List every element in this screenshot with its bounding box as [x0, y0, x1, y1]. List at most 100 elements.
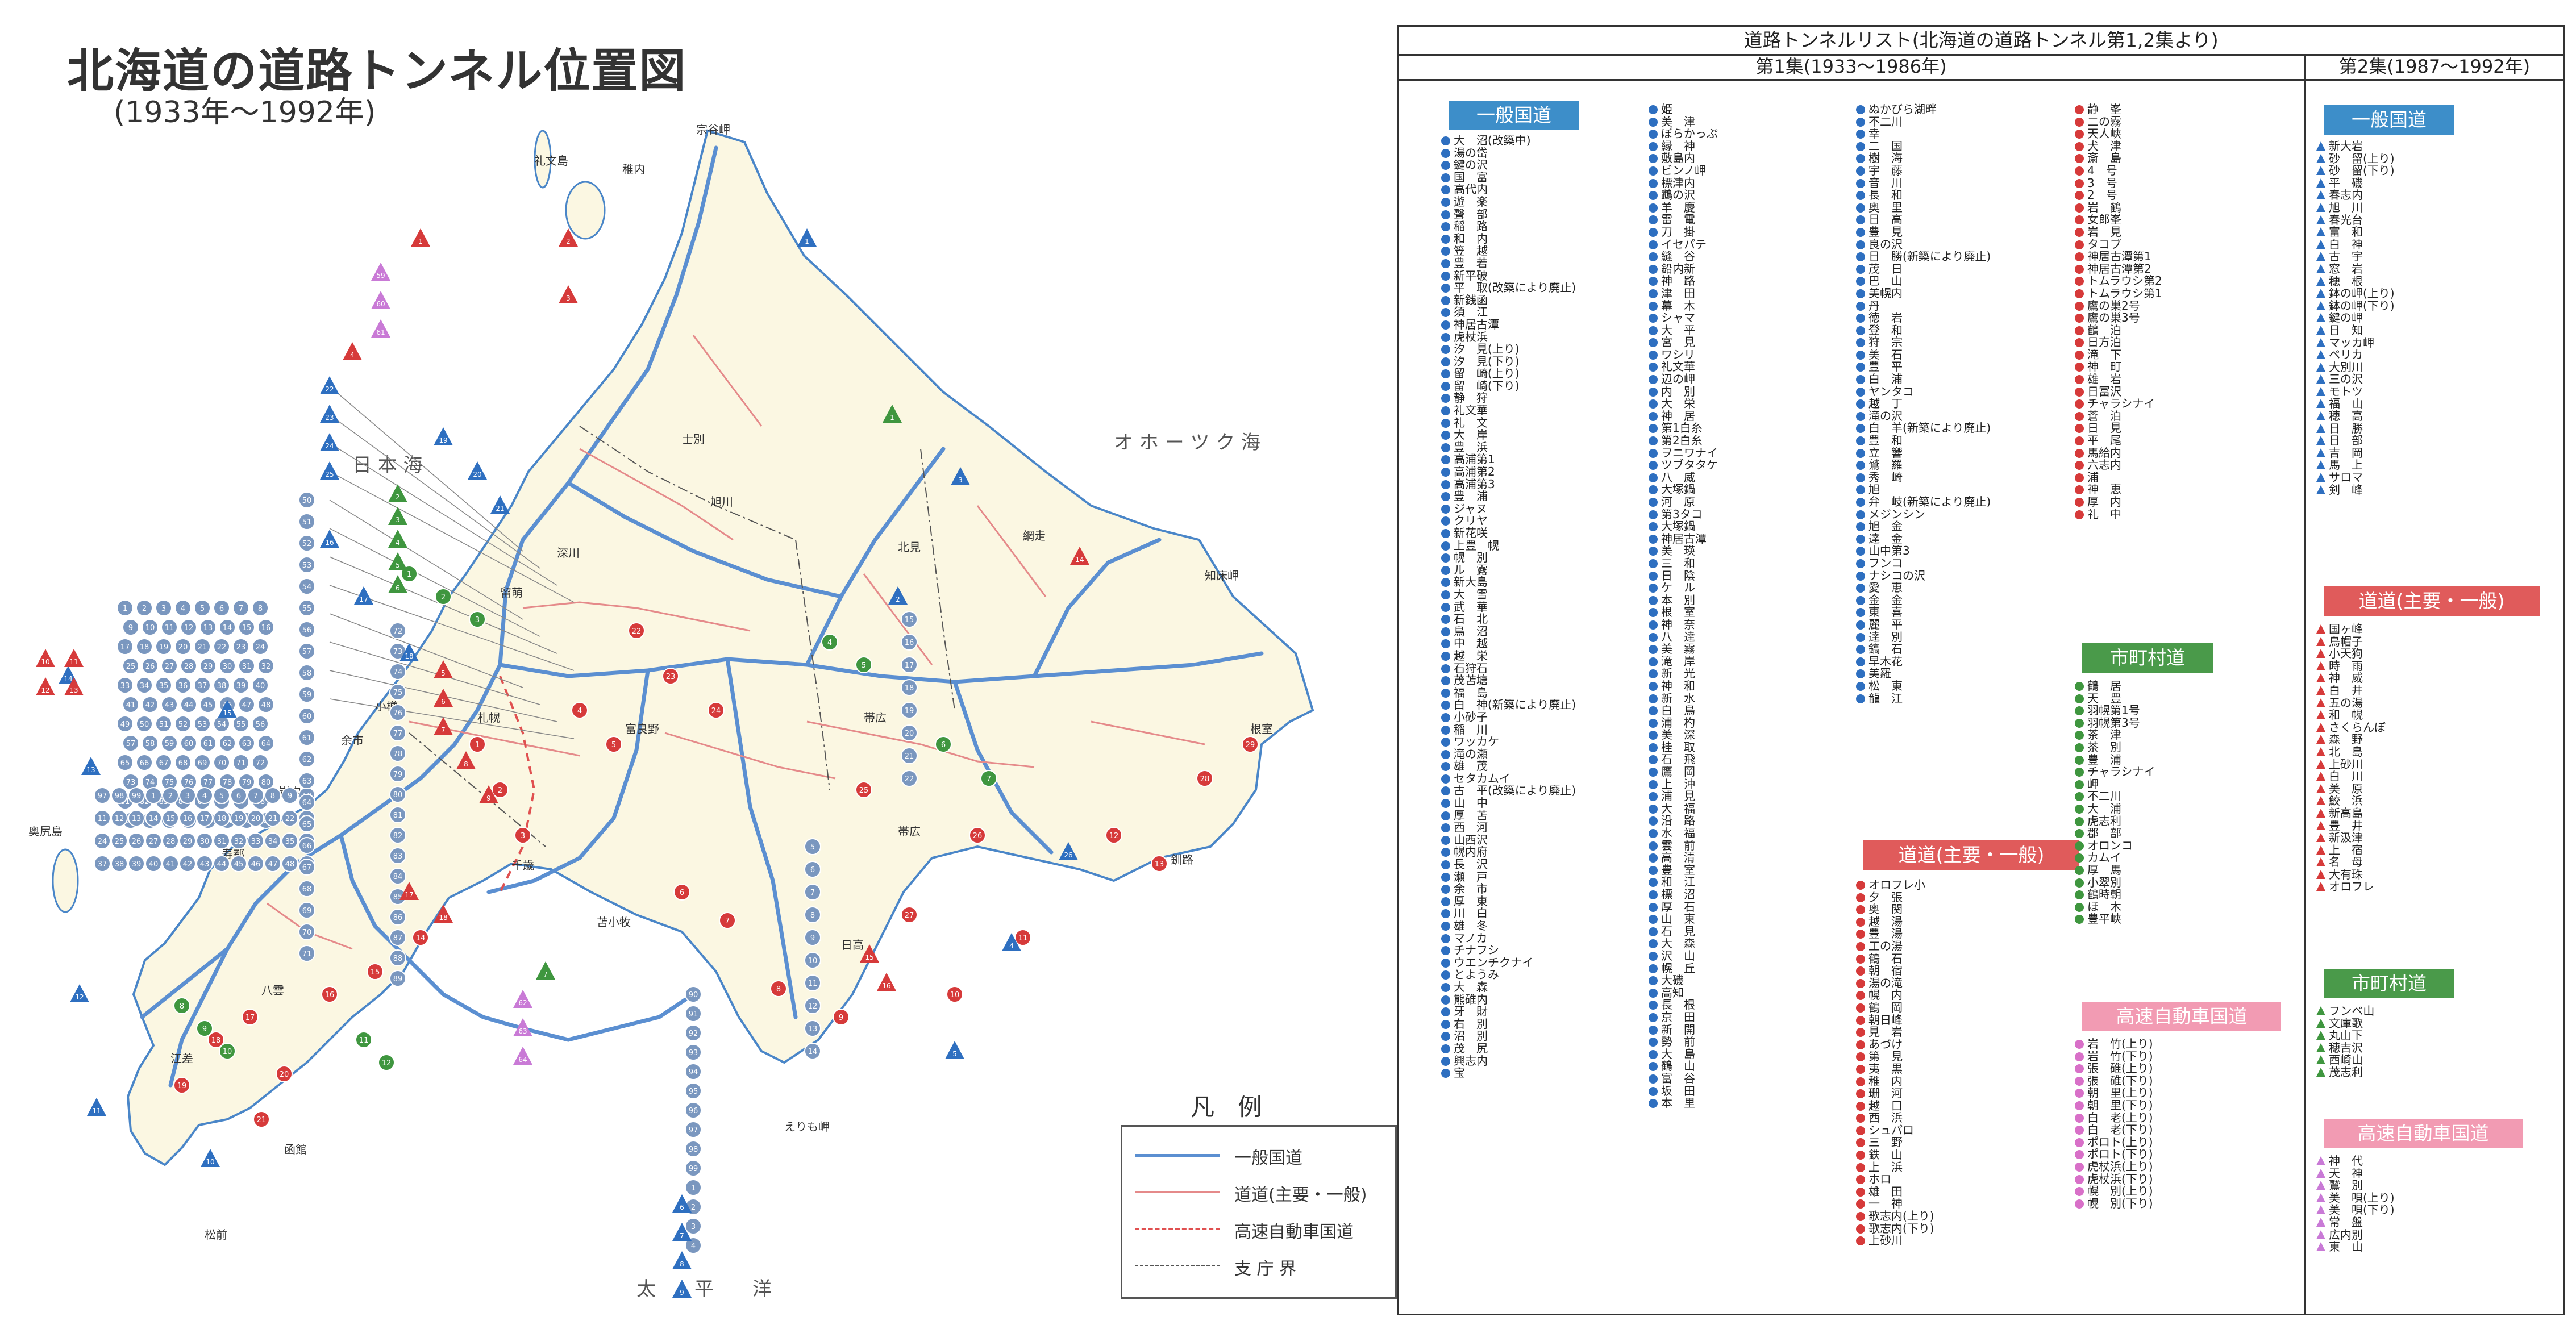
tunnel-name: 一 神 — [1868, 1197, 1903, 1211]
tunnel-circle-marker — [389, 909, 406, 926]
tunnel-name: 狩 宗 — [1868, 335, 1903, 349]
tunnel-name: 静 峯 — [2087, 102, 2121, 116]
tunnel-triangle-marker — [672, 1223, 692, 1241]
circle-marker-icon — [1441, 676, 1450, 686]
tunnel-circle-marker — [685, 1237, 702, 1254]
triangle-marker-icon — [2316, 153, 2325, 163]
tunnel-marker-number: 73 — [393, 648, 403, 656]
tunnel-list-item: 馬給内 — [2075, 447, 2279, 460]
tunnel-circle-marker — [298, 945, 315, 962]
circle-marker-icon — [1649, 252, 1658, 262]
circle-marker-icon — [1649, 620, 1658, 630]
tunnel-list-item: 余 市 — [1441, 882, 1646, 896]
tunnel-name: 幸 — [1868, 127, 1880, 141]
tunnel-list-item: 工の湯 — [1856, 940, 2061, 953]
tunnel-marker-number: 37 — [98, 860, 107, 869]
tunnel-list-item: 張 碓(下り) — [2075, 1073, 2279, 1088]
tunnel-list-item: 広内別 — [2316, 1228, 2521, 1241]
tunnel-circle-marker — [252, 677, 269, 694]
circle-marker-icon — [1441, 725, 1450, 735]
tunnel-marker-number: 51 — [302, 518, 312, 527]
tunnel-list-item: 宝 — [1441, 1066, 1646, 1080]
tunnel-name: 丸山下 — [2329, 1028, 2363, 1043]
tunnel-name: 富 谷 — [1661, 1071, 1695, 1085]
tunnel-list-item: ツブタタケ — [1649, 459, 1853, 472]
tunnel-name: 松 東 — [1868, 678, 1903, 693]
tunnel-list-item: 麗 平 — [1856, 618, 2061, 631]
tunnel-name: 砂 留(上り) — [2329, 151, 2395, 165]
circle-marker-icon — [1649, 387, 1658, 397]
tunnel-circle-marker — [174, 677, 192, 694]
circle-marker-icon — [1649, 939, 1658, 949]
tunnel-name: モトツ — [2329, 384, 2363, 398]
tunnel-marker-number: 76 — [393, 709, 403, 718]
tunnel-circle-marker — [298, 513, 315, 530]
tunnel-list-item: 小翠別 — [2075, 876, 2279, 889]
tunnel-circle-marker — [196, 832, 213, 849]
tunnel-circle-marker — [194, 677, 211, 694]
tunnel-circle-marker — [770, 980, 787, 997]
tunnel-circle-marker — [213, 599, 230, 616]
tunnel-name: ポロト(下り) — [2087, 1147, 2153, 1161]
tunnel-name: 鷲 別 — [2329, 1178, 2363, 1193]
tunnel-list-item: イセパテ — [1649, 238, 1853, 251]
tunnel-list-item: 神 威 — [2316, 672, 2521, 685]
legend-item-national: 一般国道 — [1135, 1144, 1385, 1168]
tunnel-list-item: 滝 岸 — [1649, 655, 1853, 668]
tunnel-name: 張 碓(下り) — [2087, 1073, 2153, 1088]
list-column-divider — [2304, 79, 2306, 1314]
tunnel-list-item: 郡 部 — [2075, 827, 2279, 840]
circle-marker-icon — [1441, 431, 1450, 440]
tunnel-name: 厚 東 — [1454, 894, 1488, 908]
tunnel-circle-marker — [257, 696, 274, 713]
tunnel-circle-marker — [804, 838, 821, 855]
tunnel-list-item: ウエンチクナイ — [1441, 956, 1646, 969]
tunnel-list-item: 森 野 — [2316, 734, 2521, 746]
tunnel-circle-marker — [804, 952, 821, 969]
circle-marker-icon — [1856, 461, 1865, 470]
tunnel-list-item: 浦 — [2075, 471, 2279, 484]
tunnel-list-item: フンベ山 — [2316, 1005, 2521, 1018]
circle-marker-icon — [1649, 375, 1658, 385]
tunnel-name: 東 喜 — [1868, 605, 1903, 619]
circle-marker-icon — [2075, 277, 2084, 286]
circle-marker-icon — [1649, 350, 1658, 360]
tunnel-marker-number: 1 — [691, 1184, 696, 1193]
circle-marker-icon — [1856, 991, 1865, 1001]
tunnel-triangle-marker — [320, 433, 339, 451]
circle-marker-icon — [1441, 651, 1450, 661]
tunnel-name: 湯の滝 — [1868, 976, 1903, 990]
circle-marker-icon — [1856, 1126, 1865, 1135]
circle-marker-icon — [2075, 289, 2084, 298]
triangle-marker-icon — [2316, 1242, 2325, 1252]
tunnel-triangle-marker — [672, 1251, 692, 1269]
tunnel-circle-marker — [142, 735, 159, 752]
svg-text:根室: 根室 — [1250, 722, 1273, 736]
tunnel-name: 古 平(改築により廃止) — [1454, 784, 1576, 798]
tunnel-circle-marker — [367, 963, 384, 980]
tunnel-circle-marker — [264, 832, 281, 849]
tunnel-list-item: 岩 竹(下り) — [2075, 1050, 2279, 1063]
legend-line-national — [1135, 1154, 1220, 1157]
circle-marker-icon — [1441, 970, 1450, 980]
circle-marker-icon — [1649, 559, 1658, 568]
tunnel-marker-number: 16 — [325, 991, 335, 999]
tunnel-name: 余 市 — [1454, 882, 1488, 896]
tunnel-list-item: 神居古潭第2 — [2075, 263, 2279, 276]
tunnel-name: 標 沼 — [1661, 888, 1695, 901]
tunnel-triangle-marker — [1002, 933, 1021, 951]
tunnel-name: 大 森 — [1454, 980, 1488, 994]
tunnel-name: 勢 前 — [1661, 1035, 1695, 1049]
tunnel-circle-marker — [492, 781, 509, 798]
circle-marker-icon — [1441, 835, 1450, 845]
tunnel-marker-number: 6 — [396, 584, 400, 592]
tunnel-list-item: 美 霧 — [1649, 643, 1853, 656]
tunnel-name: タコブ — [2087, 237, 2121, 251]
tunnel-list-item: 武 華 — [1441, 601, 1646, 614]
tunnel-circle-marker — [257, 619, 274, 636]
tunnel-list-item: 長 沢 — [1441, 858, 1646, 871]
tunnel-marker-number: 26 — [132, 838, 142, 846]
circle-marker-icon — [1441, 295, 1450, 305]
tunnel-marker-number: 4 — [350, 351, 355, 359]
